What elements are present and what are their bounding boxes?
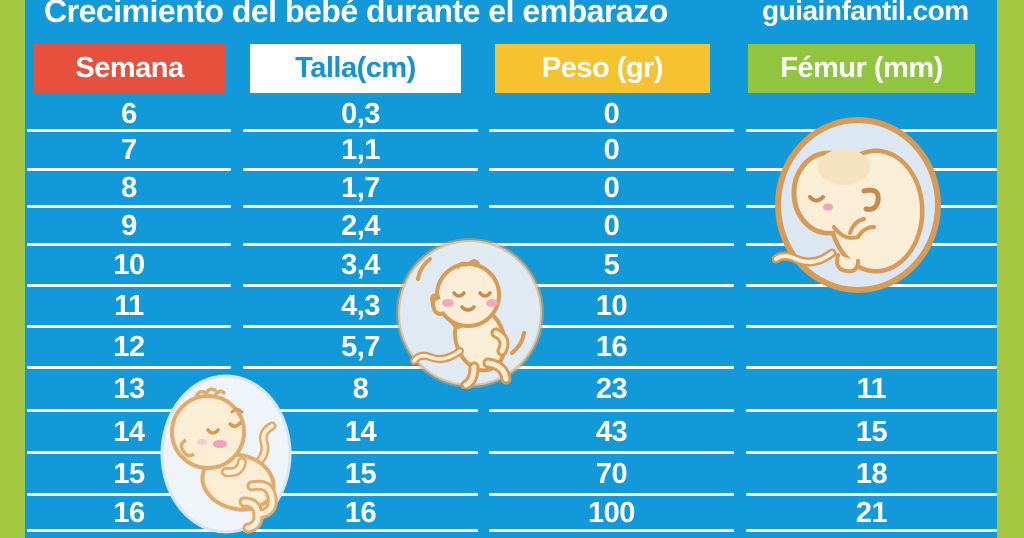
row-separator [746, 493, 997, 496]
cell-talla-week-16: 16 [344, 496, 377, 529]
row-separator [489, 325, 734, 328]
row-separator [27, 409, 231, 412]
row-separator [489, 284, 734, 287]
row-separator [243, 205, 478, 208]
cell-peso-week-6: 0 [603, 98, 620, 130]
cell-talla-week-13: 8 [352, 373, 369, 405]
cell-peso-week-8: 0 [603, 172, 620, 204]
row-separator [243, 325, 478, 328]
row-separator [489, 409, 734, 412]
cell-femur-week-13: 11 [856, 373, 887, 405]
cell-femur-week-16: 21 [855, 496, 888, 529]
cell-peso-week-14: 43 [595, 415, 628, 448]
site-watermark: guiainfantil.com [762, 0, 969, 26]
cell-talla-week-8: 1,7 [341, 172, 380, 204]
cell-semana-week-8: 8 [121, 172, 137, 204]
row-separator [489, 493, 734, 496]
row-separator [243, 493, 478, 496]
cell-talla-week-6: 0,3 [341, 98, 380, 130]
row-separator [746, 451, 997, 454]
row-separator [489, 451, 734, 454]
row-separator [243, 129, 478, 132]
cell-talla-week-10: 3,4 [341, 249, 380, 281]
cell-talla-week-12: 5,7 [341, 331, 380, 363]
cell-semana-week-12: 12 [113, 331, 145, 363]
row-separator [27, 325, 231, 328]
row-separator [489, 168, 734, 171]
row-separator [27, 493, 231, 496]
row-separator [489, 529, 734, 532]
row-separator [243, 409, 478, 412]
column-header-femur: Fémur (mm) [748, 44, 975, 93]
cell-semana-week-16: 16 [113, 496, 145, 529]
column-header-talla: Talla(cm) [250, 44, 461, 93]
row-separator [746, 409, 997, 412]
cell-femur-week-14: 15 [855, 415, 888, 448]
page-title: Crecimiento del bebé durante el embarazo [44, 0, 668, 29]
cell-talla-week-9: 2,4 [341, 209, 380, 242]
row-separator [27, 168, 231, 171]
cell-peso-week-7: 0 [603, 134, 620, 166]
baby-sleeping-illustration [160, 374, 292, 534]
row-separator [27, 129, 231, 132]
cell-semana-week-6: 6 [121, 98, 137, 130]
row-separator [489, 129, 734, 132]
cell-peso-week-15: 70 [595, 457, 628, 490]
row-separator [27, 529, 231, 532]
cell-peso-week-13: 23 [595, 373, 628, 405]
cell-semana-week-13: 13 [113, 373, 145, 405]
cell-peso-week-9: 0 [603, 209, 620, 242]
cell-peso-week-10: 5 [603, 249, 620, 281]
row-separator [243, 284, 478, 287]
cell-peso-week-11: 10 [595, 290, 628, 322]
row-separator [489, 243, 734, 246]
row-separator [27, 366, 231, 369]
cell-semana-week-7: 7 [121, 134, 137, 166]
column-header-semana: Semana [33, 44, 226, 93]
cell-semana-week-9: 9 [121, 209, 137, 242]
cell-semana-week-10: 10 [113, 249, 145, 281]
row-separator [489, 366, 734, 369]
fetus-curled-illustration [772, 117, 941, 293]
cell-talla-week-14: 14 [344, 415, 377, 448]
cell-talla-week-11: 4,3 [341, 290, 380, 322]
row-separator [746, 325, 997, 328]
row-separator [243, 529, 478, 532]
row-separator [27, 284, 231, 287]
row-separator [27, 243, 231, 246]
cell-semana-week-15: 15 [113, 457, 145, 490]
row-separator [27, 205, 231, 208]
row-separator [27, 451, 231, 454]
fetus-waving-illustration [396, 238, 544, 389]
cell-talla-week-7: 1,1 [341, 134, 380, 166]
cell-semana-week-11: 11 [114, 290, 144, 322]
cell-peso-week-12: 16 [595, 331, 628, 363]
row-separator [243, 366, 478, 369]
row-separator [489, 205, 734, 208]
row-separator [243, 451, 478, 454]
row-separator [243, 168, 478, 171]
row-separator [243, 243, 478, 246]
cell-semana-week-14: 14 [113, 415, 145, 448]
column-header-peso: Peso (gr) [495, 44, 710, 93]
row-separator [746, 366, 997, 369]
row-separator [746, 529, 997, 532]
cell-peso-week-16: 100 [588, 496, 635, 529]
cell-talla-week-15: 15 [344, 457, 377, 490]
cell-femur-week-12 [746, 327, 997, 368]
cell-femur-week-15: 18 [855, 457, 888, 490]
